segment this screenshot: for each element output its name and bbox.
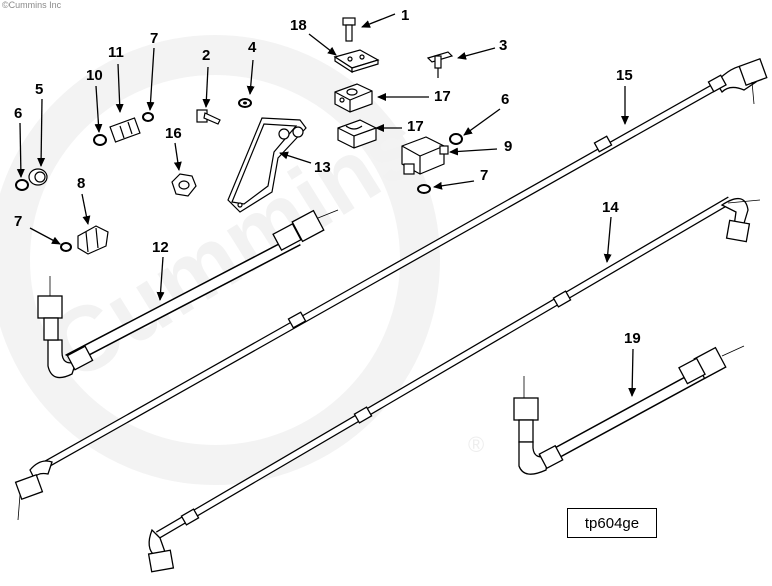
copyright-text: ©Cummins Inc	[2, 0, 62, 10]
part-6-oring-left	[15, 179, 29, 191]
hose-15	[14, 58, 768, 521]
callout-19: 19	[624, 330, 641, 347]
callout-17-lower: 17	[407, 118, 424, 135]
part-13-bracket	[227, 117, 307, 213]
hose-14	[147, 196, 761, 573]
part-18-plate	[333, 49, 380, 74]
part-9-elbow-fitting	[401, 136, 449, 175]
callout-15: 15	[616, 67, 633, 84]
registered-mark: ®	[468, 432, 484, 457]
part-1-bolt	[342, 17, 356, 42]
part-4-washer	[238, 98, 252, 108]
callout-16: 16	[165, 125, 182, 142]
reference-code-box: tp604ge	[567, 508, 657, 538]
part-7-oring-left	[60, 242, 72, 252]
part-11-adapter	[109, 117, 141, 143]
callout-7-top: 7	[150, 30, 158, 47]
part-6-oring-right	[449, 133, 463, 145]
reference-code-label: tp604ge	[584, 514, 640, 532]
part-17-clamp-upper	[334, 83, 373, 113]
part-2-bolt	[196, 109, 221, 125]
part-3-sensor	[426, 51, 454, 78]
callout-9: 9	[504, 138, 512, 155]
callout-4: 4	[248, 39, 257, 56]
callout-11: 11	[108, 44, 124, 61]
part-16-nut	[171, 173, 197, 197]
callout-8: 8	[77, 175, 85, 192]
callout-12: 12	[152, 239, 169, 256]
callout-6-left: 6	[14, 105, 22, 122]
part-7-oring-right	[417, 184, 431, 194]
callout-6-right: 6	[501, 91, 509, 108]
callout-2: 2	[202, 47, 210, 64]
callout-3: 3	[499, 37, 507, 54]
part-7-oring-top	[142, 112, 154, 122]
part-17-clamp-lower	[337, 119, 377, 149]
part-5-plug	[28, 168, 48, 186]
callout-14: 14	[602, 199, 619, 216]
callout-13: 13	[314, 159, 331, 176]
callout-10: 10	[86, 67, 103, 84]
part-8-adapter	[77, 225, 109, 255]
callout-1: 1	[401, 7, 409, 24]
hose-12	[37, 209, 339, 379]
callouts: 1 2 3 4 5 6 6 7 7 7 8 9 10 11 12 13 14 1…	[14, 7, 641, 347]
callout-7-left: 7	[14, 213, 22, 230]
callout-18: 18	[290, 17, 307, 34]
callout-5: 5	[35, 81, 43, 98]
callout-7-right: 7	[480, 167, 488, 184]
leader-lines	[16, 13, 637, 397]
callout-17-upper: 17	[434, 88, 451, 105]
part-10-oring	[93, 134, 107, 146]
hose-19	[513, 345, 745, 475]
